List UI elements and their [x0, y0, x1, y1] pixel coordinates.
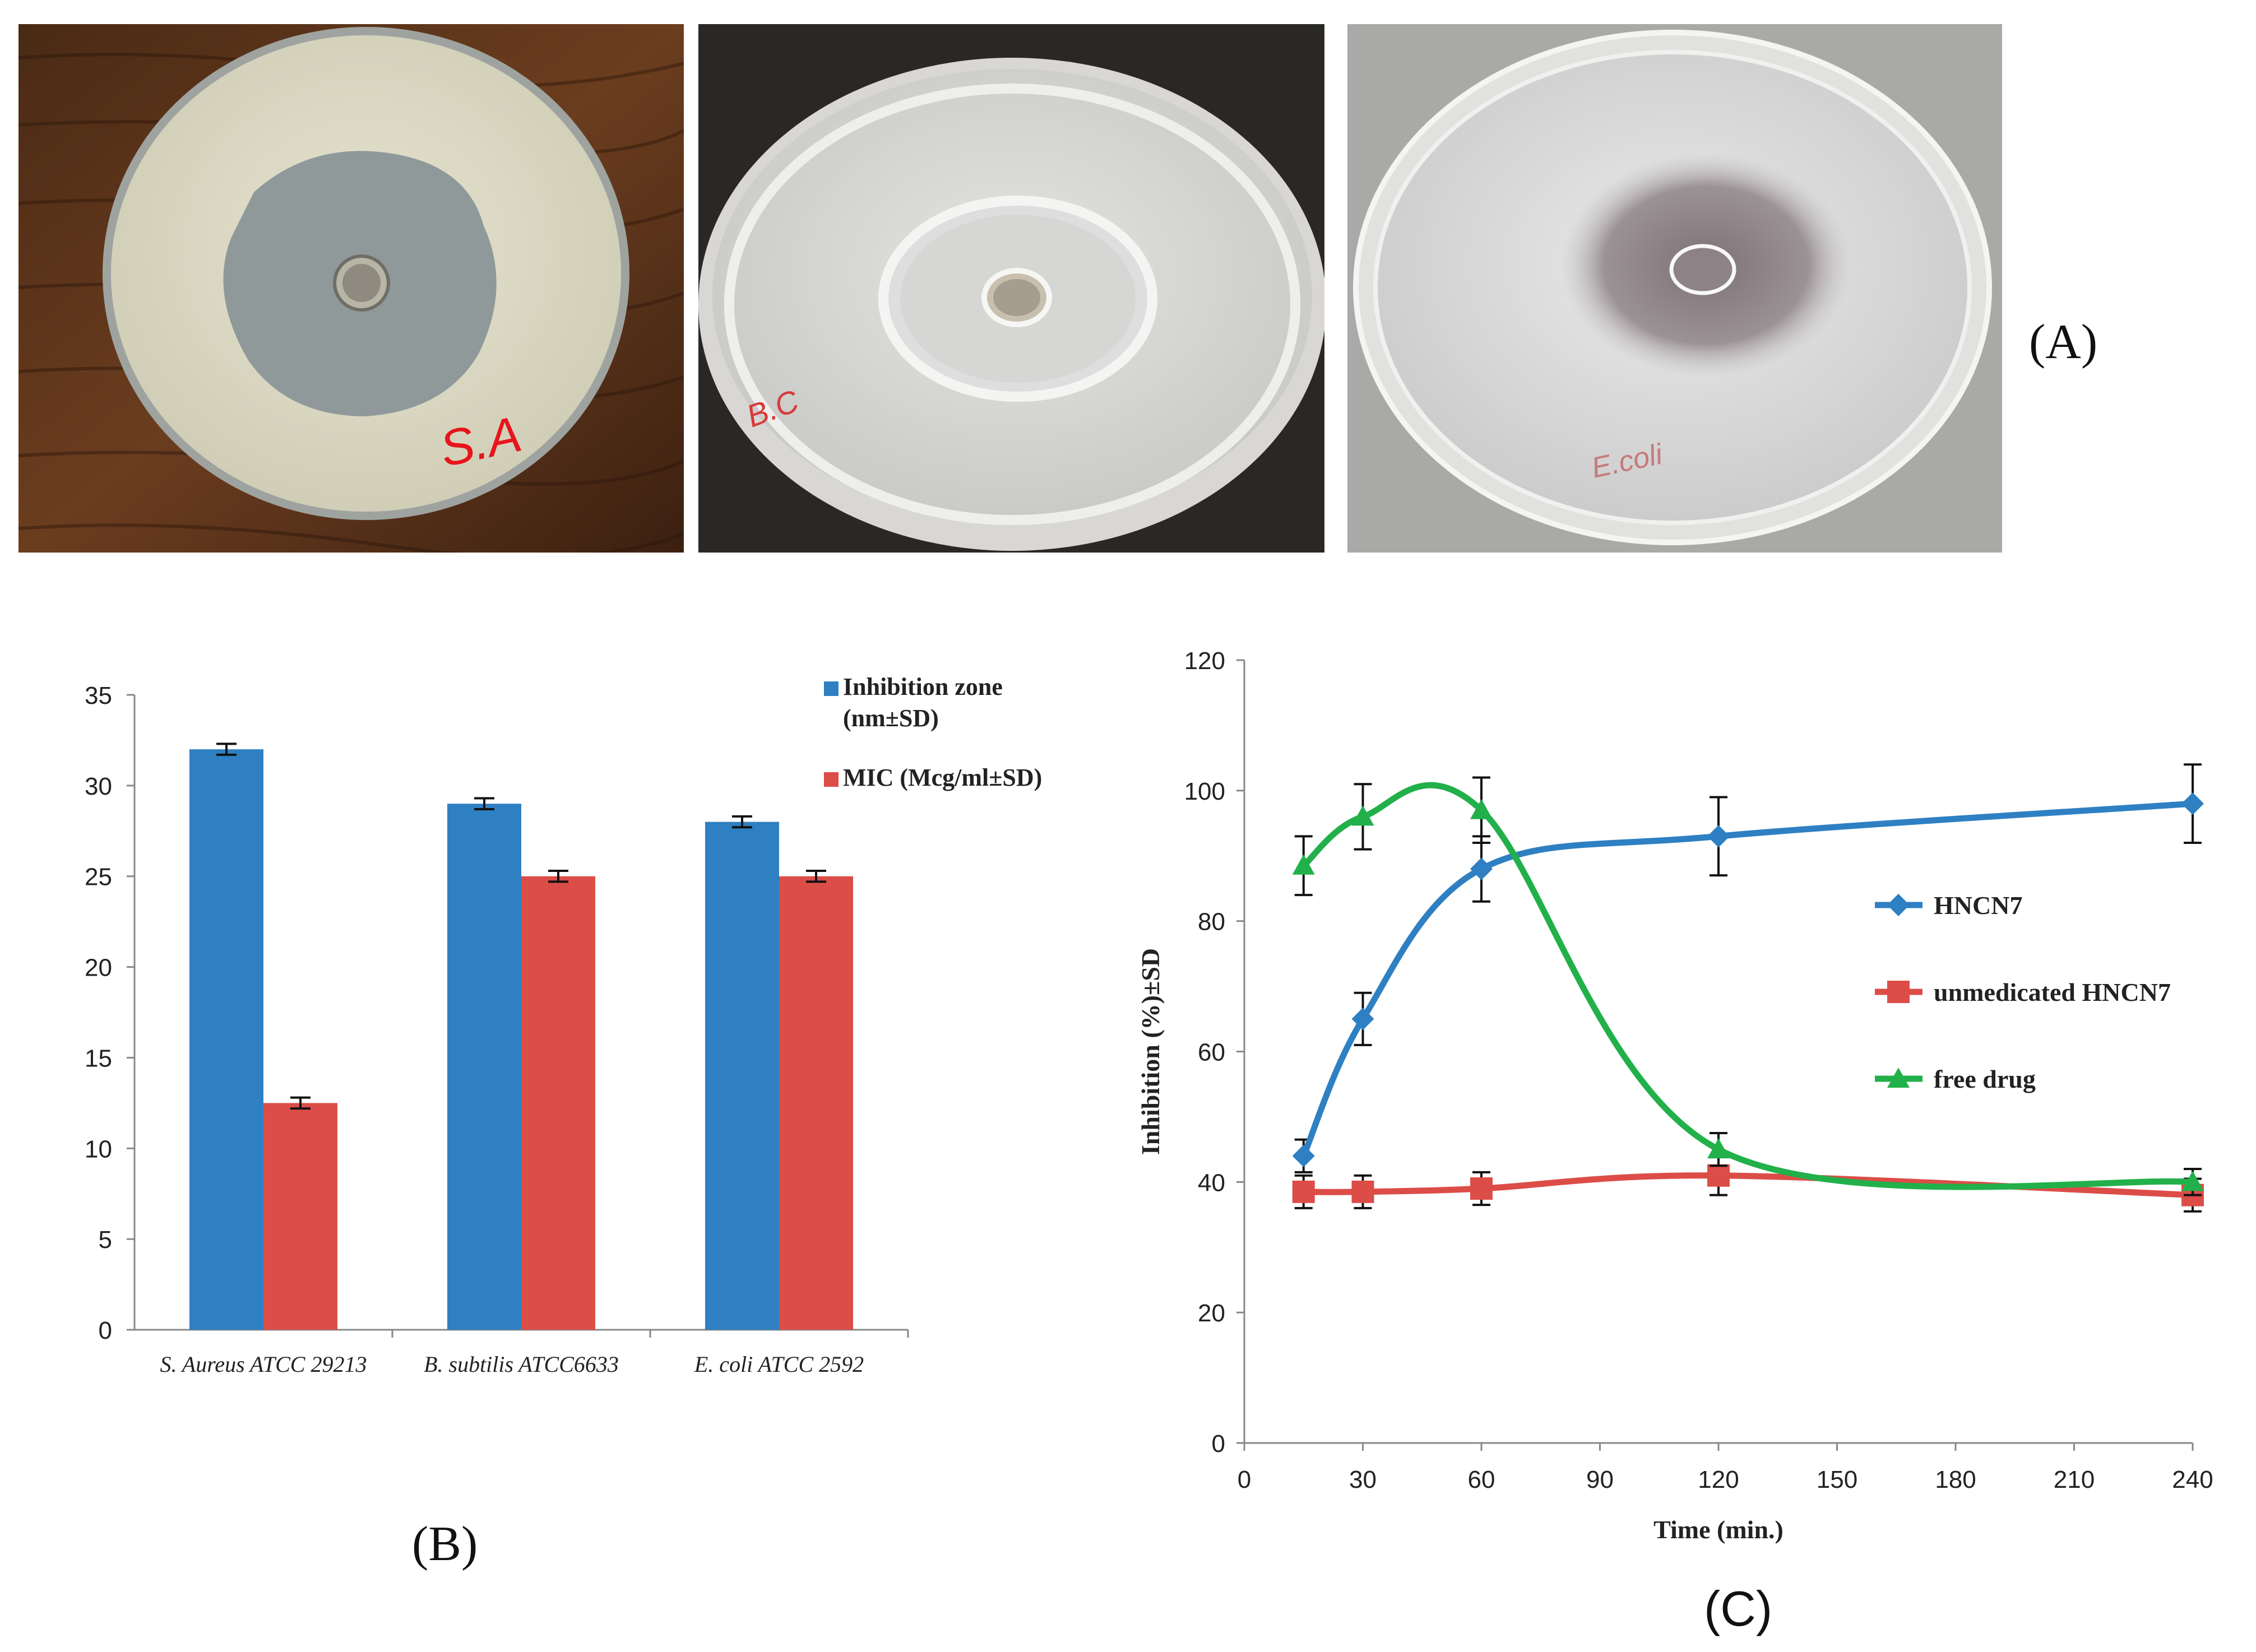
data-point	[2181, 792, 2204, 815]
data-point	[1292, 1180, 1315, 1203]
error-bar	[474, 797, 494, 810]
data-point	[1470, 799, 1493, 819]
data-point	[1707, 825, 1730, 848]
y-tick-label: 35	[85, 682, 112, 709]
x-tick-label: 90	[1586, 1466, 1614, 1493]
bar	[189, 749, 263, 1330]
y-tick-label: 0	[1212, 1430, 1225, 1458]
data-point	[1351, 1180, 1374, 1203]
y-tick-label: 60	[1198, 1039, 1225, 1066]
bar	[705, 822, 779, 1330]
error-bar	[1710, 1154, 1727, 1196]
series-line	[1300, 1172, 2196, 1199]
y-axis-title: Inhibition (%)±SD	[1136, 948, 1165, 1155]
bar	[521, 876, 595, 1330]
error-bar	[732, 815, 752, 829]
error-bar	[806, 870, 826, 883]
x-tick-label: S. Aureus ATCC 29213	[160, 1352, 367, 1377]
y-tick-label: 25	[85, 864, 112, 891]
y-tick-label: 40	[1198, 1169, 1225, 1196]
panel-a-tag: (A)	[2029, 315, 2098, 369]
error-bar	[1354, 1174, 1372, 1209]
error-bar	[216, 743, 237, 756]
legend-label: unmedicated HNCN7	[1934, 978, 2171, 1006]
legend-swatch	[824, 681, 839, 696]
y-tick-label: 5	[99, 1226, 112, 1254]
data-point	[1887, 894, 1910, 916]
x-tick-label: 150	[1817, 1466, 1857, 1493]
x-tick-label: 210	[2054, 1466, 2095, 1493]
error-bar	[1710, 1132, 1727, 1167]
legend-label: (nm±SD)	[843, 704, 939, 732]
series-line	[1300, 800, 2196, 1159]
data-point	[1470, 857, 1493, 880]
error-bar	[2184, 1168, 2202, 1196]
data-point	[2181, 1171, 2204, 1191]
error-bar	[1472, 776, 1490, 844]
x-tick-label: 0	[1238, 1466, 1251, 1493]
error-bar	[2184, 763, 2202, 844]
y-tick-label: 80	[1198, 908, 1225, 936]
error-bar	[290, 1096, 311, 1110]
x-tick-label: 180	[1935, 1466, 1976, 1493]
panel-c-tag: (C)	[1704, 1581, 1773, 1636]
error-bar	[2184, 1177, 2202, 1213]
y-tick-label: 20	[1198, 1300, 1225, 1327]
y-tick-label: 20	[85, 954, 112, 982]
error-bar	[1472, 835, 1490, 903]
data-point	[1707, 1164, 1730, 1187]
plate-photo-bacillus: B.C	[698, 24, 1324, 553]
y-tick-label: 15	[85, 1045, 112, 1072]
legend-label: Inhibition zone	[843, 673, 1003, 700]
data-point	[1887, 981, 1910, 1003]
data-point	[1887, 1068, 1910, 1088]
y-tick-label: 100	[1184, 778, 1225, 805]
legend-swatch	[824, 772, 839, 787]
x-tick-label: 120	[1698, 1466, 1739, 1493]
error-bar	[1354, 991, 1372, 1046]
data-point	[1707, 1138, 1730, 1159]
x-tick-label: 30	[1349, 1466, 1377, 1493]
data-point	[2181, 1184, 2204, 1206]
error-bar	[1294, 1138, 1313, 1173]
error-bar	[548, 870, 568, 883]
data-point	[1351, 1008, 1374, 1031]
y-tick-label: 10	[85, 1135, 112, 1163]
bar	[263, 1103, 337, 1330]
error-bar	[1354, 783, 1372, 851]
x-tick-label: 60	[1468, 1466, 1495, 1493]
legend-label: HNCN7	[1934, 891, 2022, 920]
x-axis-title: Time (min.)	[1653, 1515, 1784, 1544]
panel-b-tag: (B)	[412, 1517, 478, 1571]
bar	[447, 804, 521, 1330]
x-tick-label: E. coli ATCC 2592	[694, 1352, 864, 1377]
x-tick-label: B. subtilis ATCC6633	[424, 1352, 619, 1377]
legend-label: MIC (Mcg/ml±SD)	[843, 764, 1042, 791]
legend-label: free drug	[1934, 1065, 2036, 1093]
plate-photo-staph: S.A	[18, 24, 684, 553]
y-tick-label: 120	[1184, 647, 1225, 675]
error-bar	[1472, 1171, 1490, 1206]
plate-photo-ecoli: E.coli	[1347, 24, 2002, 553]
error-bar	[1710, 796, 1727, 877]
x-tick-label: 240	[2172, 1466, 2213, 1493]
y-tick-label: 0	[99, 1317, 112, 1344]
error-bar	[1294, 1174, 1313, 1209]
series-line	[1300, 782, 2196, 1190]
data-point	[1292, 1144, 1315, 1167]
data-point	[1470, 1177, 1493, 1200]
data-point	[1351, 805, 1374, 826]
data-point	[1292, 854, 1315, 875]
error-bar	[1294, 835, 1313, 897]
y-tick-label: 30	[85, 773, 112, 800]
bar	[779, 876, 853, 1330]
